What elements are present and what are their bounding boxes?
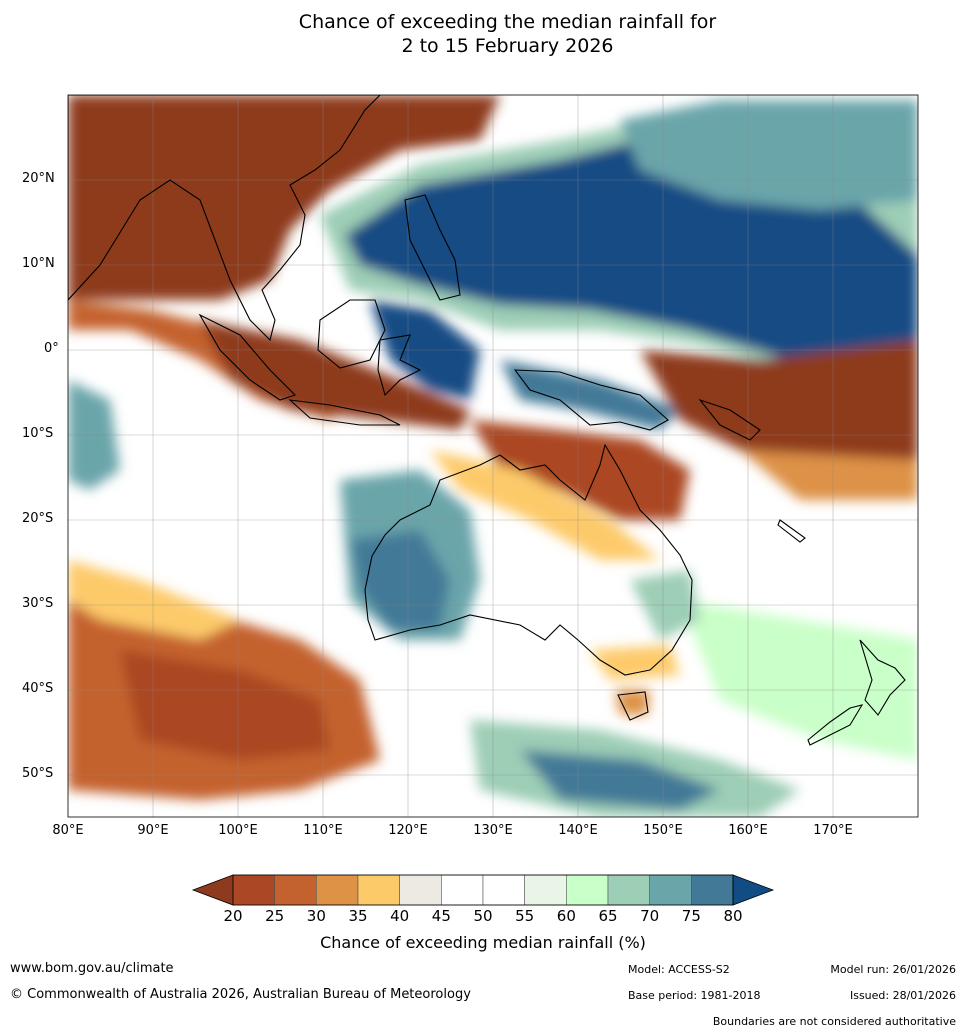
colorbar-tick-label: 30 xyxy=(306,907,326,925)
lon-label: 90°E xyxy=(137,823,169,838)
colorbar-swatch xyxy=(232,874,275,906)
colorbar-frame xyxy=(232,874,734,906)
colorbar-tick-label: 40 xyxy=(390,907,410,925)
lat-label: 20°N xyxy=(22,171,55,186)
colorbar-tick-label: 35 xyxy=(348,907,368,925)
lon-label: 110°E xyxy=(303,823,343,838)
coastline-sulawesi xyxy=(377,334,422,397)
coastline-new-zealand-north xyxy=(859,639,906,716)
colorbar-tick-label: 20 xyxy=(223,907,243,925)
colorbar-tick-label: 75 xyxy=(681,907,701,925)
wet-region-southern-ocean-core xyxy=(520,750,720,810)
colorbar-swatch xyxy=(274,874,317,906)
coastline-new-guinea xyxy=(513,369,669,431)
colorbar-tick-label: 70 xyxy=(640,907,660,925)
coastline-borneo xyxy=(317,299,386,369)
dry-region-north-australia-edge xyxy=(430,450,660,560)
colorbar-swatch xyxy=(399,874,442,906)
title-line-1: Chance of exceeding the median rainfall … xyxy=(298,11,717,33)
colorbar-swatch xyxy=(524,874,567,906)
lat-label: 30°S xyxy=(22,596,54,611)
wet-region-pacific-north xyxy=(620,100,918,210)
copyright-text: © Commonwealth of Australia 2026, Austra… xyxy=(10,987,471,1002)
coastline-sumatra xyxy=(198,313,297,401)
colorbar-swatch xyxy=(441,874,484,906)
map-field xyxy=(68,95,918,817)
dry-region-tasmania xyxy=(615,690,650,715)
dry-region-southern-indian-core xyxy=(120,650,330,760)
coastline-southeast-asia xyxy=(68,95,381,342)
lon-label: 100°E xyxy=(218,823,258,838)
coastline-new-caledonia xyxy=(777,519,806,543)
dry-region-coral-sea xyxy=(740,450,918,500)
lon-label: 150°E xyxy=(643,823,683,838)
dry-region-victoria xyxy=(590,645,680,680)
lon-label: 80°E xyxy=(52,823,84,838)
graticule xyxy=(68,95,918,817)
lat-label: 0° xyxy=(44,341,59,356)
base-period-text: Base period: 1981-2018 xyxy=(628,989,761,1002)
colorbar-max-arrow xyxy=(732,874,775,906)
lat-label: 20°S xyxy=(22,511,54,526)
lat-label: 40°S xyxy=(22,681,54,696)
lon-label: 120°E xyxy=(388,823,428,838)
colorbar-swatch xyxy=(566,874,609,906)
map-frame xyxy=(67,94,919,818)
dry-region-southern-indian-edge xyxy=(68,560,240,640)
colorbar-tick-label: 80 xyxy=(723,907,743,925)
colorbar-tick-label: 25 xyxy=(265,907,285,925)
lat-label: 10°N xyxy=(22,256,55,271)
lat-label: 50°S xyxy=(22,766,54,781)
issued-text: Issued: 28/01/2026 xyxy=(849,989,956,1002)
colorbar-swatch xyxy=(607,874,650,906)
website-link[interactable]: www.bom.gov.au/climate xyxy=(10,961,174,976)
boundaries-note: Boundaries are not considered authoritat… xyxy=(712,1015,956,1028)
colorbar-swatch xyxy=(316,874,359,906)
model-run-text: Model run: 26/01/2026 xyxy=(830,963,956,976)
colorbar-tick-label: 50 xyxy=(473,907,493,925)
colorbar-swatch xyxy=(649,874,692,906)
model-text: Model: ACCESS-S2 xyxy=(628,963,730,976)
colorbar-swatch xyxy=(691,874,734,906)
colorbar-tick-label: 60 xyxy=(556,907,576,925)
colorbar-tick-label: 65 xyxy=(598,907,618,925)
colorbar-swatch xyxy=(357,874,400,906)
wet-region-tasman xyxy=(680,600,918,760)
lon-label: 170°E xyxy=(813,823,853,838)
colorbar-swatch xyxy=(482,874,525,906)
colorbar-min-arrow xyxy=(191,874,234,906)
colorbar-tick-label: 45 xyxy=(431,907,451,925)
dry-region-north-australia xyxy=(470,420,690,520)
colorbar-label: Chance of exceeding median rainfall (%) xyxy=(320,933,646,952)
wet-region-png xyxy=(500,360,680,430)
coastline-philippines xyxy=(404,194,461,301)
dry-region-asia xyxy=(68,95,500,300)
lon-label: 130°E xyxy=(473,823,513,838)
colorbar xyxy=(191,874,775,906)
map-title: Chance of exceeding the median rainfall … xyxy=(0,10,965,58)
lon-label: 140°E xyxy=(558,823,598,838)
lat-label: 10°S xyxy=(22,426,54,441)
coastline-australia xyxy=(364,443,693,676)
dry-region-indonesia xyxy=(200,320,470,430)
coastlines xyxy=(68,95,906,746)
coastline-java xyxy=(288,399,401,426)
colorbar-tick-label: 55 xyxy=(515,907,535,925)
coastline-solomons xyxy=(698,398,761,441)
title-line-2: 2 to 15 February 2026 xyxy=(401,35,614,57)
dry-region-south-pacific xyxy=(640,340,918,470)
lon-label: 160°E xyxy=(728,823,768,838)
coastline-new-zealand-south xyxy=(807,704,864,746)
coastline-tasmania xyxy=(617,691,649,721)
